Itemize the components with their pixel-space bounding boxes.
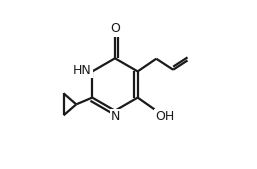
Text: HN: HN [73,64,91,77]
Text: O: O [110,22,120,35]
Text: N: N [111,110,121,123]
Text: OH: OH [155,110,175,123]
